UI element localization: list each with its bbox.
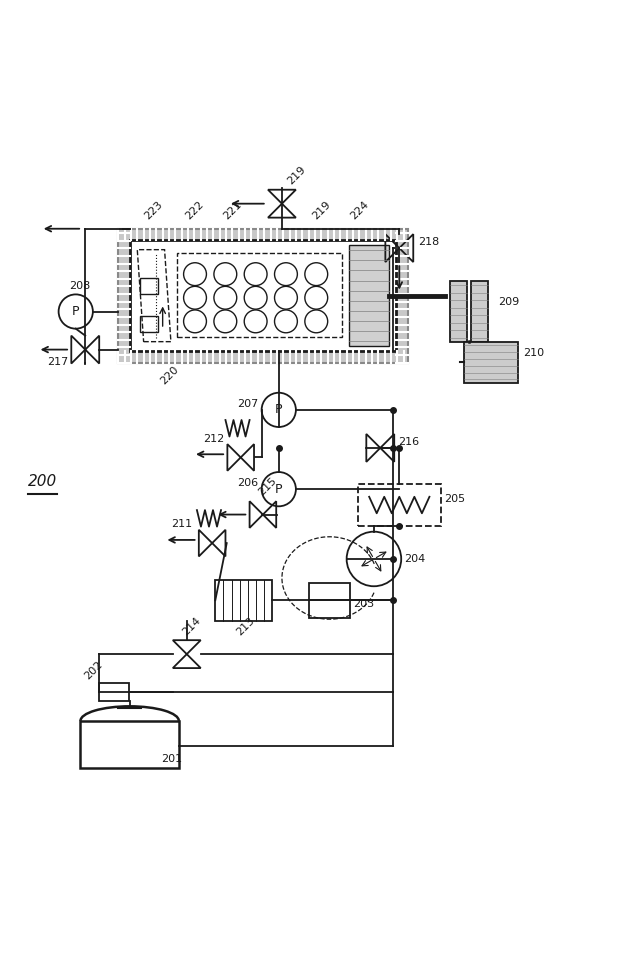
Text: 215: 215 (257, 475, 278, 498)
Bar (81, 721, 179, 768)
Bar (99, 683, 129, 701)
Text: 221: 221 (221, 199, 244, 222)
Text: 207: 207 (237, 399, 259, 408)
Bar (215, 579, 273, 621)
Text: 213: 213 (234, 615, 257, 637)
Bar (177, 253, 342, 337)
Bar (140, 316, 158, 332)
Text: 205: 205 (444, 494, 465, 503)
Text: 204: 204 (404, 554, 426, 564)
Text: 202: 202 (82, 659, 104, 681)
Text: 208: 208 (69, 281, 91, 292)
Text: P: P (275, 483, 282, 496)
Text: P: P (72, 305, 79, 318)
Text: 203: 203 (353, 599, 374, 608)
Text: 210: 210 (523, 348, 544, 358)
Text: 201: 201 (161, 754, 182, 764)
Bar (349, 245, 388, 346)
Bar (140, 278, 158, 295)
Text: 218: 218 (419, 237, 440, 247)
Text: 206: 206 (237, 478, 259, 488)
Text: 209: 209 (498, 297, 519, 307)
Bar (130, 240, 396, 351)
Bar (309, 583, 350, 617)
Text: 217: 217 (47, 358, 68, 367)
Text: 200: 200 (28, 474, 58, 489)
Text: 224: 224 (349, 199, 371, 222)
Text: 219: 219 (310, 199, 333, 222)
Text: 222: 222 (184, 199, 206, 222)
Text: 212: 212 (203, 434, 224, 443)
Text: 214: 214 (180, 615, 202, 637)
Bar (450, 281, 467, 342)
Text: 223: 223 (142, 199, 164, 222)
Text: 219: 219 (285, 164, 307, 187)
Text: 220: 220 (158, 364, 180, 387)
Bar (118, 228, 408, 363)
Text: P: P (275, 403, 282, 416)
Bar (472, 281, 488, 342)
Bar (465, 342, 518, 383)
Text: 211: 211 (171, 519, 192, 529)
Bar (358, 484, 440, 526)
Text: 216: 216 (398, 436, 419, 447)
